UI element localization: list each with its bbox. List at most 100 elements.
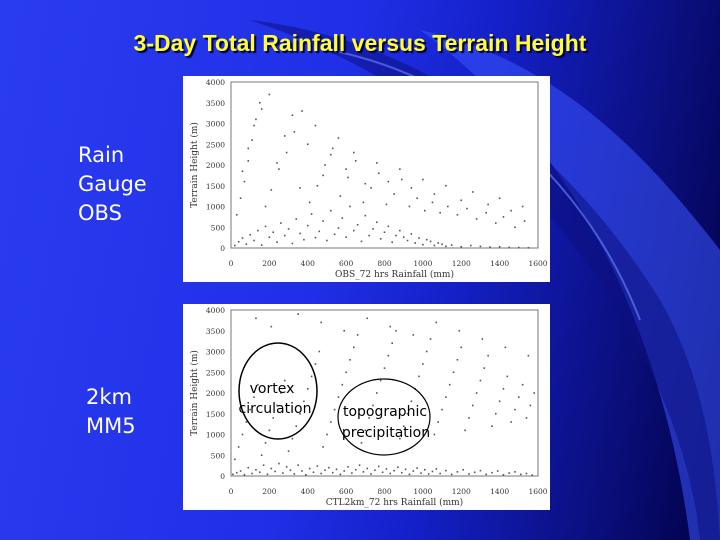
mm5-data-point <box>314 363 317 365</box>
obs-scatter-panel: 0 500 1000 1500 2000 2500 3000 3500 4000 0 200 400 6… <box>183 76 550 282</box>
obs-data-point <box>510 209 512 212</box>
mm5-xtick-label: 400 <box>301 487 316 496</box>
obs-data-point <box>523 220 526 222</box>
mm5-data-point <box>345 371 347 374</box>
mm5-data-point <box>383 367 386 369</box>
mm5-data-point <box>376 392 378 394</box>
obs-data-point <box>353 151 355 154</box>
obs-data-point <box>322 220 324 222</box>
mm5-data-point <box>514 408 516 411</box>
obs-data-point <box>234 244 236 247</box>
mm5-data-point <box>270 467 273 470</box>
mm5-data-point <box>251 472 253 475</box>
mm5-ytick-label: 2500 <box>206 368 225 377</box>
mm5-data-point <box>464 429 466 432</box>
obs-data-point <box>450 244 453 246</box>
mm5-data-point <box>399 437 401 440</box>
mm5-data-point <box>266 473 269 476</box>
mm5-ytick-label: 1000 <box>206 431 225 440</box>
obs-data-point <box>339 195 342 197</box>
mm5-data-point <box>498 400 501 403</box>
mm5-data-point <box>468 417 470 419</box>
obs-data-point <box>514 226 516 229</box>
mm5-data-point <box>291 437 294 440</box>
obs-data-point <box>251 139 253 141</box>
obs-data-point <box>521 205 524 208</box>
mm5-data-point <box>372 404 374 407</box>
mm5-data-point <box>243 473 246 476</box>
obs-data-point <box>291 242 294 245</box>
mm5-data-point <box>462 468 464 471</box>
obs-data-point <box>287 228 290 230</box>
obs-data-point <box>278 168 280 170</box>
mm5-data-point <box>485 473 487 476</box>
mm5-data-point <box>393 469 395 472</box>
obs-data-point <box>291 114 294 116</box>
obs-xtick-label: 400 <box>301 259 316 268</box>
mm5-data-point <box>374 469 376 471</box>
obs-data-point <box>399 229 401 232</box>
obs-data-point <box>260 244 263 246</box>
obs-data-point <box>385 203 388 206</box>
mm5-data-point <box>278 462 280 465</box>
obs-data-point <box>253 239 255 242</box>
obs-data-point <box>272 231 275 234</box>
mm5-data-point <box>427 473 430 475</box>
mm5-data-point <box>387 354 390 357</box>
obs-data-point <box>456 214 459 216</box>
obs-data-point <box>239 197 242 199</box>
mm5-data-point <box>445 396 447 398</box>
mm5-data-point <box>306 388 309 390</box>
obs-data-point <box>485 211 487 214</box>
mm5-data-point <box>343 470 346 472</box>
mm5-data-point <box>255 317 257 320</box>
mm5-data-point <box>262 464 265 467</box>
mm5-data-point <box>335 468 338 471</box>
mm5-data-point <box>510 421 512 423</box>
obs-data-point <box>353 229 355 232</box>
mm5-data-point <box>289 469 292 471</box>
obs-data-point <box>441 243 443 246</box>
obs-data-point <box>487 203 489 206</box>
obs-ytick-label: 500 <box>211 223 226 232</box>
mm5-data-point <box>377 465 380 468</box>
mm5-data-point <box>496 470 499 472</box>
obs-data-point <box>379 238 382 240</box>
obs-data-point <box>308 201 311 204</box>
obs-data-point <box>276 241 278 243</box>
obs-data-point <box>249 233 251 236</box>
obs-data-point <box>247 147 250 150</box>
mm5-data-point <box>368 417 370 419</box>
mm5-y-axis-label: Terrain Height (m) <box>189 350 200 436</box>
mm5-data-point <box>337 396 340 398</box>
obs-data-point <box>299 232 301 235</box>
obs-data-point <box>362 201 365 204</box>
obs-data-point <box>368 234 370 237</box>
mm5-data-point <box>525 472 528 475</box>
mm5-data-point <box>402 425 405 427</box>
obs-xtick-label: 0 <box>229 259 234 268</box>
obs-data-point <box>276 162 278 164</box>
mm5-data-point <box>389 325 392 328</box>
obs-data-point <box>445 184 447 187</box>
obs-data-point <box>410 233 413 235</box>
obs-data-point <box>293 131 296 133</box>
obs-data-point <box>241 170 244 173</box>
obs-y-axis-label: Terrain Height (m) <box>189 122 200 208</box>
obs-xtick-label: 1000 <box>413 259 432 268</box>
mm5-scatter-panel: 0 500 1000 1500 2000 2500 3000 3500 4000 0 200 400 6… <box>183 304 550 510</box>
obs-data-point <box>337 227 340 229</box>
mm5-data-point <box>468 473 470 475</box>
obs-data-point <box>301 110 303 112</box>
mm5-data-point <box>408 473 411 476</box>
mm5-data-point <box>331 471 334 474</box>
obs-data-point <box>399 168 401 170</box>
obs-data-point <box>471 191 474 193</box>
obs-data-point <box>429 240 432 243</box>
mm5-xtick-label: 600 <box>339 487 354 496</box>
obs-data-point <box>258 101 261 104</box>
mm5-data-point <box>295 425 298 427</box>
obs-data-point <box>318 230 321 233</box>
mm5-data-point <box>433 433 436 436</box>
obs-data-point <box>422 178 424 181</box>
